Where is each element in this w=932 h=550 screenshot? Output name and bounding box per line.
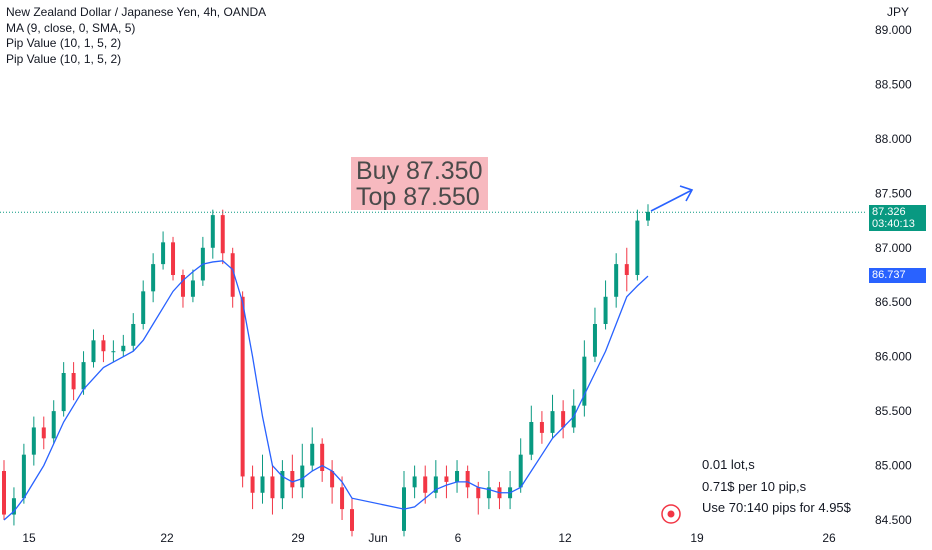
candle-body xyxy=(101,340,106,352)
candle-body xyxy=(21,454,26,499)
candle-body xyxy=(529,422,534,455)
candle-body xyxy=(624,264,629,275)
y-tick-label: 88.500 xyxy=(875,77,912,91)
candle-body xyxy=(171,242,176,275)
callout-buy: Buy 87.350 xyxy=(356,157,483,185)
candle-body xyxy=(11,498,16,515)
note-lot-size: 0.01 lot,s xyxy=(702,457,755,472)
last-price-value: 87.326 xyxy=(872,206,906,218)
candle-body xyxy=(310,443,315,466)
x-tick-label: 19 xyxy=(690,531,704,545)
candle-body xyxy=(320,443,325,471)
y-tick-label: 86.500 xyxy=(875,295,912,309)
legend-pip-value-2[interactable]: Pip Value (10, 1, 5, 2) xyxy=(6,51,122,66)
candle-body xyxy=(250,476,255,493)
candle-body xyxy=(561,411,566,428)
candle-body xyxy=(603,296,608,324)
candle-body xyxy=(635,220,640,275)
x-tick-label: 26 xyxy=(822,531,836,545)
candle-body xyxy=(61,373,66,412)
candle-body xyxy=(210,215,215,248)
candle-body xyxy=(423,476,428,493)
candle-body xyxy=(614,264,619,297)
candle-body xyxy=(433,476,438,493)
candle-body xyxy=(71,373,76,390)
legend-pip-value-1[interactable]: Pip Value (10, 1, 5, 2) xyxy=(6,36,122,50)
candle-body xyxy=(41,427,46,439)
candle-body xyxy=(270,476,275,499)
x-tick-label: 15 xyxy=(22,531,36,545)
y-tick-label: 85.500 xyxy=(875,404,912,418)
candle-body xyxy=(280,471,285,499)
candle-body xyxy=(412,476,417,488)
candle-body xyxy=(550,411,555,433)
ma-price-tag: 86.737 xyxy=(869,268,926,283)
candle-body xyxy=(51,411,56,439)
candle-body xyxy=(465,471,470,488)
candle-body xyxy=(260,476,265,493)
candle-body xyxy=(190,280,195,297)
candle-body xyxy=(230,253,235,297)
candle-body xyxy=(340,487,345,510)
candle-body xyxy=(455,471,460,482)
candle-body xyxy=(646,211,650,221)
legend-title: New Zealand Dollar / Japanese Yen, 4h, O… xyxy=(6,5,267,19)
arrow-head xyxy=(679,185,694,202)
candle-body xyxy=(141,291,146,324)
ma-line xyxy=(3,260,649,521)
candle-body xyxy=(2,471,6,515)
trade-callout: Buy 87.350 Top 87.550 xyxy=(351,157,488,210)
ma-price-value: 86.737 xyxy=(872,269,906,281)
x-tick-label: 22 xyxy=(160,531,174,545)
y-tick-label: 87.000 xyxy=(875,241,912,255)
target-icon[interactable] xyxy=(660,503,682,525)
y-tick-label: 89.000 xyxy=(875,23,912,37)
candle-body xyxy=(582,356,587,406)
x-tick-label: Jun xyxy=(368,531,387,545)
y-tick-label: 86.000 xyxy=(875,350,912,364)
note-pips-usage: Use 70:140 pips for 4.95$ xyxy=(702,500,851,515)
candle-body xyxy=(592,324,597,357)
candle-body xyxy=(220,215,225,254)
candle-body xyxy=(290,471,295,488)
candle-body xyxy=(539,422,544,433)
candle-body xyxy=(476,487,481,499)
y-axis-currency: JPY xyxy=(887,5,909,19)
candle-body xyxy=(131,324,136,346)
candle-body xyxy=(151,264,156,292)
candle-body xyxy=(518,454,523,488)
candle-body xyxy=(350,509,354,531)
candle-body xyxy=(300,465,305,488)
y-tick-label: 88.000 xyxy=(875,132,912,146)
legend-ma[interactable]: MA (9, close, 0, SMA, 5) xyxy=(6,20,136,35)
candle-body xyxy=(444,476,449,482)
candle-body xyxy=(121,345,126,352)
candle-body xyxy=(180,275,185,297)
x-tick-label: 29 xyxy=(291,531,305,545)
callout-top: Top 87.550 xyxy=(356,183,480,211)
candle-body xyxy=(240,296,245,477)
candle-body xyxy=(91,340,96,363)
arrow-up-right-icon xyxy=(650,189,693,212)
last-price-tag: 87.326 03:40:13 xyxy=(869,205,926,231)
y-tick-label: 85.000 xyxy=(875,459,912,473)
y-tick-label: 87.500 xyxy=(875,186,912,200)
candle-body xyxy=(111,351,116,353)
x-tick-label: 6 xyxy=(455,531,462,545)
x-tick-label: 12 xyxy=(558,531,572,545)
candle-body xyxy=(161,242,166,265)
note-pip-value: 0.71$ per 10 pip,s xyxy=(702,479,807,494)
chart-legend: New Zealand Dollar / Japanese Yen, 4h, O… xyxy=(6,5,266,67)
candle-body xyxy=(330,471,335,488)
candle-body xyxy=(81,362,86,390)
candle-body xyxy=(31,427,36,455)
y-tick-label: 84.500 xyxy=(875,513,912,527)
bar-countdown: 03:40:13 xyxy=(872,218,915,230)
candle-body xyxy=(486,487,491,499)
